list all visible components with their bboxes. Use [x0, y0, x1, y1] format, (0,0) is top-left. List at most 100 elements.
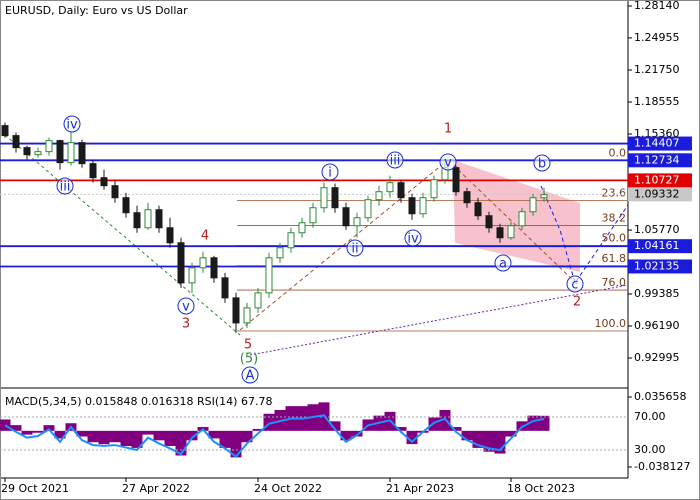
candle-body — [144, 209, 152, 229]
candle-body — [397, 182, 405, 199]
macd-bar — [483, 430, 495, 452]
candle-body — [375, 191, 383, 201]
wave-label: 1 — [444, 122, 452, 137]
candle-body — [540, 194, 548, 199]
fib-label: 76.0 — [602, 276, 627, 289]
macd-bar — [32, 430, 44, 433]
y-tick-label: -0.038127 — [634, 460, 690, 473]
macd-bar — [505, 430, 517, 437]
wave-label: c — [571, 278, 578, 293]
candle-body — [12, 135, 20, 149]
macd-bar — [230, 430, 242, 458]
y-tick-label: 0.035658 — [634, 390, 687, 403]
candle-body — [496, 227, 504, 239]
x-tick-label: 27 Apr 2022 — [122, 482, 190, 495]
y-tick-label: 30.00 — [634, 443, 666, 456]
macd-bar — [21, 430, 33, 435]
y-tick-label: 1.28140 — [634, 0, 680, 12]
wave-circle — [533, 154, 551, 172]
level-label: 1.12734 — [634, 153, 680, 166]
wave-label: b — [538, 157, 546, 172]
level-box — [628, 153, 692, 168]
wave-circle — [404, 229, 422, 247]
wave-circle — [439, 153, 457, 171]
macd-bar — [406, 430, 418, 445]
level-label: 1.10727 — [634, 173, 680, 186]
macd-bar — [208, 430, 220, 439]
wave-label: a — [499, 257, 507, 272]
macd-bar — [98, 430, 110, 445]
candle-body — [474, 202, 482, 217]
macd-bar — [450, 427, 462, 431]
macd-bar — [329, 421, 341, 431]
macd-bar — [428, 417, 440, 431]
wave-label: (5) — [240, 352, 258, 367]
level-label: 1.14407 — [634, 137, 680, 150]
y-tick-label: 0.96190 — [634, 319, 680, 332]
wave-circle — [566, 275, 584, 293]
channel — [453, 160, 580, 272]
y-tick-label: 0.92995 — [634, 351, 680, 364]
wave-label: iv — [407, 232, 419, 247]
candle-body — [166, 227, 174, 244]
macd-bar — [527, 415, 539, 431]
fib-label: 0.0 — [609, 146, 627, 159]
chart-title: EURUSD, Daily: Euro vs US Dollar — [5, 4, 188, 17]
macd-bar — [43, 425, 55, 431]
trend-line — [249, 284, 629, 356]
candle-body — [518, 211, 526, 227]
candle-body — [386, 182, 394, 193]
wave-circle — [63, 115, 81, 133]
macd-bar — [472, 430, 484, 448]
macd-bar — [538, 415, 550, 431]
candle-body — [177, 242, 185, 284]
wave-label: v — [444, 156, 452, 171]
fib-label: 23.6 — [602, 187, 627, 200]
macd-bar — [142, 430, 154, 435]
candle-body — [265, 257, 273, 294]
wave-circle — [56, 177, 74, 195]
level-box — [628, 259, 692, 274]
level-label: 1.09332 — [634, 187, 680, 200]
candle-body — [221, 277, 229, 299]
candle-body — [353, 217, 361, 227]
candle-body — [331, 187, 339, 209]
x-tick-label: 18 Oct 2023 — [507, 482, 575, 495]
wave-label: 2 — [573, 295, 581, 310]
candle-body — [122, 197, 130, 214]
candle-body — [100, 177, 108, 187]
candle-body — [23, 147, 31, 156]
macd-bar — [175, 430, 187, 456]
macd-bar — [120, 430, 132, 447]
candle-body — [276, 247, 284, 259]
macd-bar — [131, 430, 143, 448]
wave-label: ii — [351, 242, 358, 257]
candle-body — [463, 191, 471, 204]
macd-bar — [76, 430, 88, 437]
wave-circle — [386, 151, 404, 169]
fib-label: 61.8 — [602, 252, 627, 265]
macd-bar — [54, 430, 66, 439]
candle-body — [243, 307, 251, 324]
indicator-title: MACD(5,34,5) 0.015848 0.016318 RSI(14) 6… — [5, 395, 272, 408]
level-box — [628, 239, 692, 254]
candle-body — [408, 197, 416, 215]
wave-label: i — [328, 166, 332, 181]
wave-label: iii — [60, 180, 71, 195]
wave-circle — [241, 366, 259, 384]
y-tick-label: 1.21750 — [634, 63, 680, 76]
macd-bar — [494, 430, 506, 454]
candle-body — [199, 257, 207, 269]
macd-bar — [351, 430, 363, 437]
candle-body — [45, 140, 53, 153]
macd-bar — [395, 427, 407, 431]
candle-body — [210, 257, 218, 279]
x-tick-label: 24 Oct 2022 — [254, 482, 322, 495]
wave-label: v — [182, 300, 190, 315]
macd-bar — [10, 425, 22, 431]
level-label: 1.04161 — [634, 239, 680, 252]
y-tick-label: 0.99385 — [634, 287, 680, 300]
trend-line — [239, 159, 449, 331]
